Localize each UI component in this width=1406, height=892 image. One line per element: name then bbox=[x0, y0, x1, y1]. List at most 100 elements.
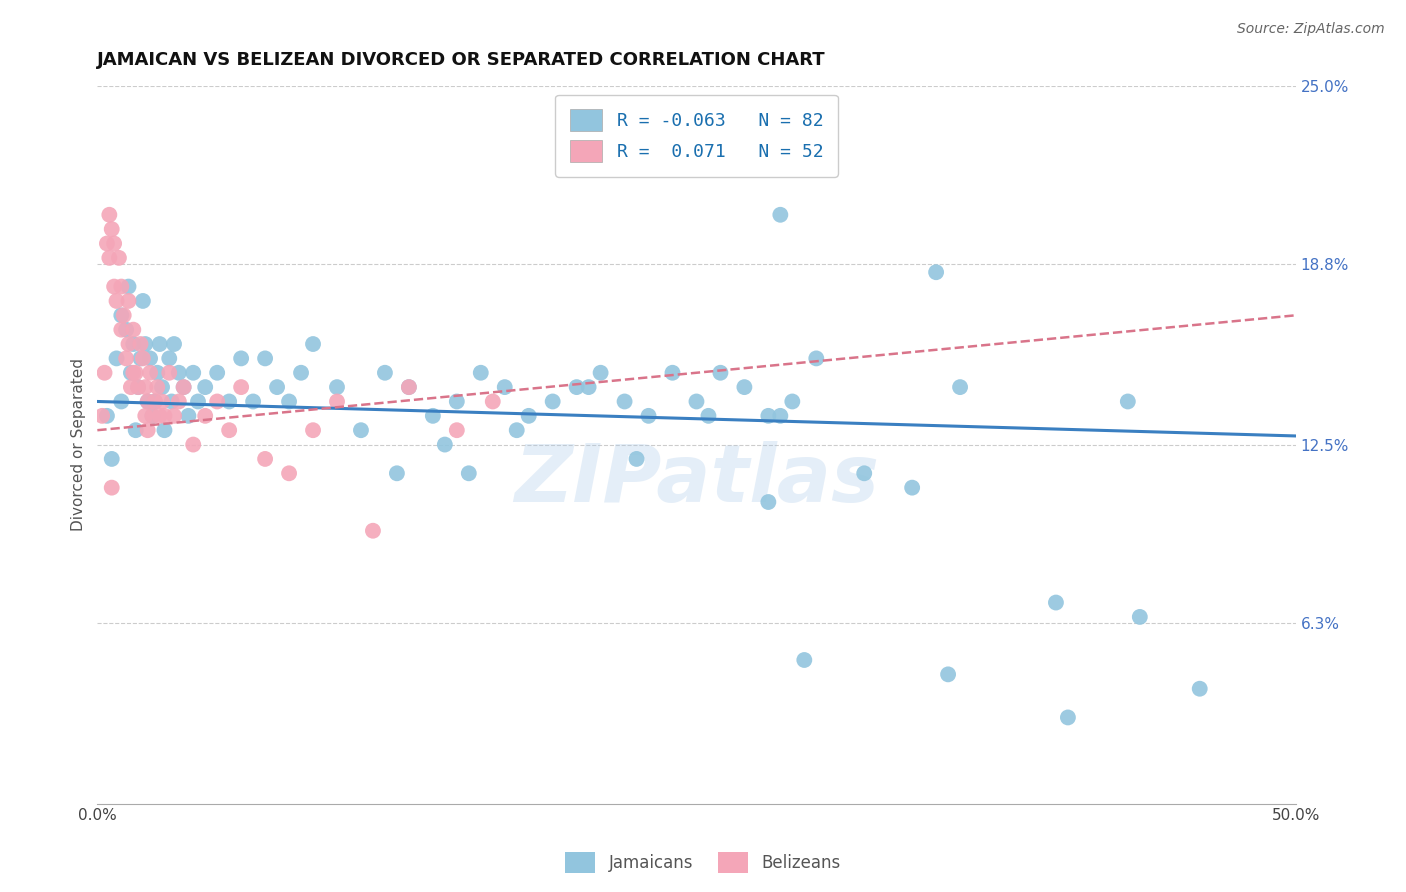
Point bbox=[173, 380, 195, 394]
Legend: R = -0.063   N = 82, R =  0.071   N = 52: R = -0.063 N = 82, R = 0.071 N = 52 bbox=[555, 95, 838, 177]
Point bbox=[422, 409, 444, 423]
Point bbox=[517, 409, 540, 423]
Point bbox=[112, 308, 135, 322]
Point bbox=[122, 323, 145, 337]
Text: ZIPatlas: ZIPatlas bbox=[515, 442, 879, 519]
Point bbox=[626, 451, 648, 466]
Point bbox=[218, 423, 240, 437]
Point bbox=[782, 394, 804, 409]
Point bbox=[103, 279, 125, 293]
Point bbox=[374, 366, 396, 380]
Point bbox=[1045, 596, 1067, 610]
Point bbox=[589, 366, 612, 380]
Point bbox=[136, 394, 159, 409]
Point bbox=[141, 409, 163, 423]
Point bbox=[110, 323, 132, 337]
Point bbox=[194, 380, 217, 394]
Point bbox=[697, 409, 720, 423]
Point bbox=[98, 251, 121, 265]
Point bbox=[218, 394, 240, 409]
Text: JAMAICAN VS BELIZEAN DIVORCED OR SEPARATED CORRELATION CHART: JAMAICAN VS BELIZEAN DIVORCED OR SEPARAT… bbox=[97, 51, 825, 69]
Point bbox=[326, 380, 349, 394]
Point bbox=[117, 279, 139, 293]
Point bbox=[108, 251, 131, 265]
Point bbox=[153, 423, 176, 437]
Point bbox=[93, 366, 115, 380]
Point bbox=[481, 394, 503, 409]
Point bbox=[1188, 681, 1211, 696]
Point bbox=[149, 409, 172, 423]
Point bbox=[163, 337, 186, 351]
Point bbox=[177, 409, 200, 423]
Point bbox=[115, 323, 138, 337]
Text: Source: ZipAtlas.com: Source: ZipAtlas.com bbox=[1237, 22, 1385, 37]
Point bbox=[105, 351, 128, 366]
Point bbox=[129, 337, 152, 351]
Point bbox=[136, 423, 159, 437]
Point bbox=[385, 467, 408, 481]
Point bbox=[134, 380, 156, 394]
Point bbox=[100, 481, 122, 495]
Point bbox=[132, 293, 155, 308]
Point bbox=[150, 394, 173, 409]
Point bbox=[146, 366, 169, 380]
Point bbox=[433, 437, 456, 451]
Point bbox=[125, 423, 148, 437]
Point bbox=[242, 394, 264, 409]
Point bbox=[949, 380, 972, 394]
Point bbox=[853, 467, 876, 481]
Point bbox=[110, 308, 132, 322]
Point bbox=[134, 409, 156, 423]
Point bbox=[1129, 610, 1152, 624]
Point bbox=[110, 279, 132, 293]
Point bbox=[361, 524, 384, 538]
Point bbox=[793, 653, 815, 667]
Point bbox=[398, 380, 420, 394]
Point bbox=[122, 366, 145, 380]
Point bbox=[146, 380, 169, 394]
Point bbox=[578, 380, 600, 394]
Point bbox=[181, 437, 204, 451]
Point bbox=[157, 366, 180, 380]
Point bbox=[1116, 394, 1139, 409]
Point bbox=[254, 351, 277, 366]
Point bbox=[153, 409, 176, 423]
Point bbox=[769, 409, 792, 423]
Point bbox=[120, 366, 142, 380]
Point bbox=[136, 394, 159, 409]
Point bbox=[100, 451, 122, 466]
Point bbox=[470, 366, 492, 380]
Point bbox=[806, 351, 828, 366]
Point bbox=[167, 366, 190, 380]
Point bbox=[326, 394, 349, 409]
Point bbox=[302, 423, 325, 437]
Legend: Jamaicans, Belizeans: Jamaicans, Belizeans bbox=[558, 846, 848, 880]
Point bbox=[709, 366, 731, 380]
Point bbox=[160, 394, 183, 409]
Point bbox=[163, 409, 186, 423]
Point bbox=[756, 495, 779, 509]
Point bbox=[254, 451, 277, 466]
Y-axis label: Divorced or Separated: Divorced or Separated bbox=[72, 358, 86, 531]
Point bbox=[143, 394, 166, 409]
Point bbox=[143, 394, 166, 409]
Point bbox=[446, 394, 468, 409]
Point bbox=[122, 337, 145, 351]
Point bbox=[96, 409, 118, 423]
Point bbox=[446, 423, 468, 437]
Point bbox=[936, 667, 959, 681]
Point bbox=[1057, 710, 1080, 724]
Point bbox=[98, 208, 121, 222]
Point bbox=[769, 208, 792, 222]
Point bbox=[127, 380, 149, 394]
Point bbox=[278, 394, 301, 409]
Point bbox=[139, 366, 162, 380]
Point bbox=[129, 351, 152, 366]
Point bbox=[494, 380, 516, 394]
Point bbox=[278, 467, 301, 481]
Point bbox=[541, 394, 564, 409]
Point bbox=[149, 337, 172, 351]
Point bbox=[157, 351, 180, 366]
Point bbox=[103, 236, 125, 251]
Point bbox=[132, 351, 155, 366]
